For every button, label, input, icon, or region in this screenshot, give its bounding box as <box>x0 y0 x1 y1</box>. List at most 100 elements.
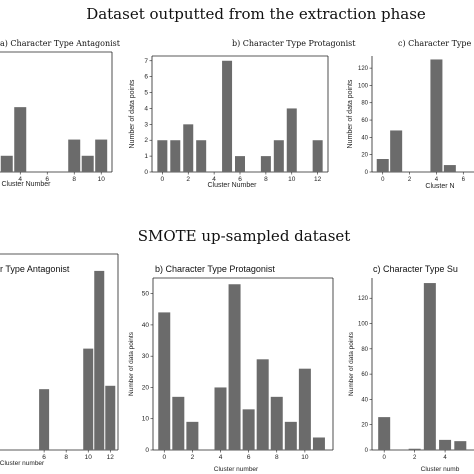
y-axis-label: Number of data points <box>128 331 135 396</box>
x-axis-label: Cluster N <box>425 183 454 190</box>
x-axis-label: Cluster Number <box>207 182 257 189</box>
y-tick-label: 100 <box>358 322 369 328</box>
x-tick-label: 6 <box>247 454 251 461</box>
x-tick-label: 10 <box>85 454 93 461</box>
bar-cluster-4 <box>439 439 452 450</box>
bar-cluster-2 <box>183 124 194 172</box>
bar-cluster-8 <box>270 396 283 450</box>
y-tick-label: 0 <box>144 169 148 176</box>
y-tick-label: 3 <box>144 121 148 128</box>
y-tick-label: 6 <box>144 74 148 81</box>
chart-bottom-sup: c) Character Type Su0 2 4020406080100120Cl… <box>348 264 474 473</box>
x-tick-label: 8 <box>264 176 268 183</box>
chart-title: a) Character Type Antagonist <box>0 39 121 48</box>
y-tick-label: 1 <box>144 153 148 160</box>
bottom-section-title: SMOTE up-sampled dataset <box>138 227 351 245</box>
bar-cluster-7 <box>256 359 269 450</box>
bar-cluster-3 <box>0 155 13 172</box>
bar-cluster-6 <box>235 156 245 172</box>
y-tick-label: 40 <box>142 322 150 329</box>
x-tick-label: 4 <box>443 455 447 461</box>
chart-top-antagonist: a) Character Type Antagonist 4 6 8 10 Cluster… <box>0 39 121 188</box>
bar-cluster-2 <box>408 448 421 450</box>
y-tick-label: 2 <box>144 137 148 144</box>
bar-cluster-0 <box>378 417 391 450</box>
y-tick-label: 0 <box>365 170 369 176</box>
x-tick-label: 0 <box>162 454 166 461</box>
x-axis-label: Cluster numb <box>421 466 460 473</box>
y-axis-label: Number of data points <box>348 331 355 396</box>
x-tick-label: 4 <box>219 454 223 461</box>
y-tick-label: 30 <box>142 353 150 360</box>
bar-cluster-1 <box>172 396 185 450</box>
x-tick-label: 8 <box>72 176 76 183</box>
y-tick-label: 7 <box>144 58 148 65</box>
bar-cluster-3 <box>423 283 436 450</box>
x-tick-label: 6 <box>42 454 46 461</box>
y-tick-label: 20 <box>361 423 368 429</box>
x-axis-label: Cluster number <box>0 460 45 467</box>
bar-cluster-0 <box>376 159 389 172</box>
bar-cluster-4 <box>430 59 443 172</box>
bar-cluster-1 <box>390 130 403 172</box>
x-tick-label: 2 <box>186 176 190 183</box>
chart-title: c) Character Type <box>398 39 472 48</box>
bar-cluster-5 <box>228 284 241 450</box>
y-tick-label: 60 <box>361 372 368 378</box>
chart-bottom-antagonist: r Type Antagonist 6 8 10 12 Cluster number <box>0 253 119 467</box>
bar-cluster-2 <box>186 421 199 450</box>
x-tick-label: 12 <box>314 176 322 183</box>
y-tick-label: 100 <box>358 83 369 89</box>
x-tick-label: 10 <box>301 454 309 461</box>
bar-cluster-8 <box>68 139 81 172</box>
x-axis-label: Cluster Number <box>1 181 51 188</box>
x-tick-label: 2 <box>413 455 417 461</box>
bar-cluster-9 <box>284 421 297 450</box>
x-tick-label: 0 <box>381 177 385 183</box>
x-tick-label: 2 <box>191 454 195 461</box>
x-tick-label: 4 <box>435 177 439 183</box>
x-tick-label: 10 <box>98 176 106 183</box>
y-tick-label: 50 <box>142 291 150 298</box>
x-axis-label: Cluster number <box>214 466 259 473</box>
bar-cluster-9 <box>273 140 284 172</box>
x-tick-label: 6 <box>45 176 49 183</box>
chart-title: c) Character Type Su <box>373 264 458 274</box>
bar-cluster-4 <box>214 387 227 450</box>
x-tick-label: 8 <box>275 454 279 461</box>
bar-cluster-11 <box>312 437 325 450</box>
bar-cluster-5 <box>443 165 456 172</box>
bar-cluster-10 <box>286 108 297 172</box>
y-tick-label: 20 <box>142 384 150 391</box>
bar-cluster-5 <box>222 60 233 172</box>
y-tick-label: 10 <box>142 416 150 423</box>
bar-cluster-5 <box>454 441 467 450</box>
top-section-title: Dataset outputted from the extraction ph… <box>86 5 426 23</box>
y-tick-label: 120 <box>358 66 369 72</box>
bar-cluster-10 <box>83 348 94 450</box>
y-tick-label: 120 <box>358 296 369 302</box>
x-tick-label: 12 <box>107 454 115 461</box>
bar-cluster-0 <box>158 312 171 450</box>
x-tick-label: 8 <box>64 454 68 461</box>
y-tick-label: 5 <box>144 90 148 97</box>
bar-cluster-6 <box>39 389 50 450</box>
y-tick-label: 0 <box>145 447 149 454</box>
x-tick-label: 0 <box>161 176 165 183</box>
y-tick-label: 20 <box>361 153 368 159</box>
y-tick-label: 4 <box>144 105 148 112</box>
x-tick-label: 6 <box>462 177 466 183</box>
bar-cluster-12 <box>105 385 116 450</box>
x-tick-label: 6 <box>238 176 242 183</box>
bar-cluster-3 <box>196 140 207 172</box>
y-axis-label: Number of data points <box>347 79 354 148</box>
x-tick-label: 4 <box>18 176 22 183</box>
y-tick-label: 60 <box>361 118 368 124</box>
chart-title: b) Character Type Protagonist <box>232 39 356 48</box>
y-tick-label: 0 <box>365 448 369 454</box>
y-tick-label: 40 <box>361 397 368 403</box>
